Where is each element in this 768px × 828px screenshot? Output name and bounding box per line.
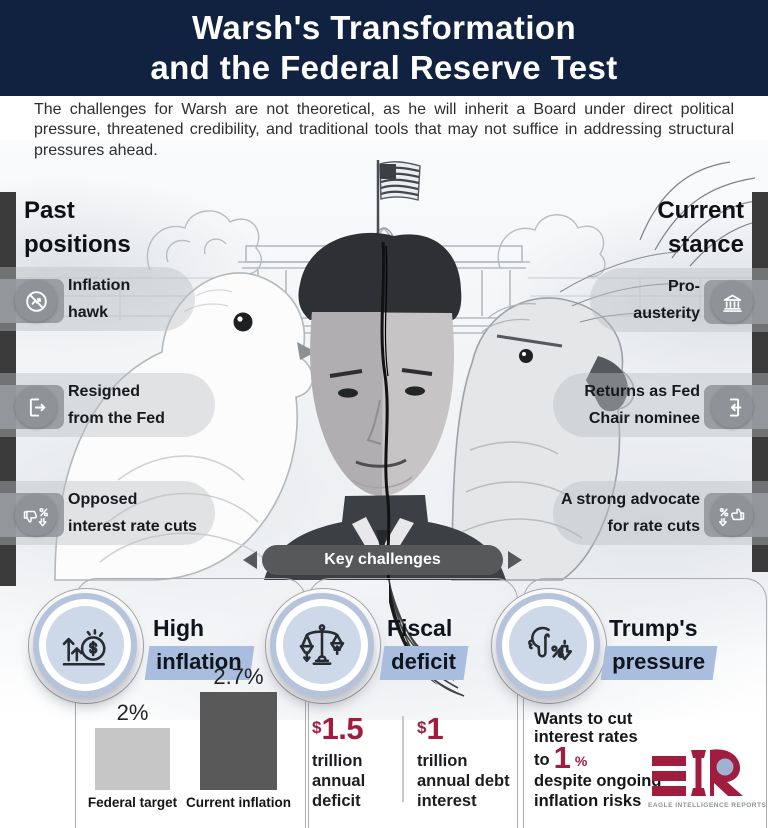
divider-left-arrow bbox=[243, 551, 257, 569]
challenge-title: High bbox=[153, 615, 205, 641]
pressure-text: inflation risks bbox=[534, 792, 642, 810]
stat-divider bbox=[402, 716, 404, 802]
hand-press-down-icon bbox=[509, 606, 587, 684]
intro-paragraph: The challenges for Warsh are not theoret… bbox=[34, 101, 734, 159]
pressure-card bbox=[523, 578, 767, 828]
exit-door-icon bbox=[15, 386, 57, 428]
imbalanced-scale-icon bbox=[283, 606, 361, 684]
fiscal-deficit-circle bbox=[270, 593, 374, 697]
past-item-label: Opposed interest rate cuts bbox=[68, 491, 197, 535]
bar-label-current-inflation: Current inflation bbox=[186, 795, 291, 810]
current-item-label: A strong advocate for rate cuts bbox=[561, 491, 700, 535]
bar-label-federal-target: Federal target bbox=[87, 795, 178, 810]
pressure-text: interest rates bbox=[534, 728, 638, 746]
past-item-label: Inflation hawk bbox=[68, 277, 131, 321]
bank-icon bbox=[711, 281, 753, 323]
dove-man-hawk-sketch bbox=[0, 160, 768, 697]
thumbs-down-percent-icon bbox=[15, 494, 57, 536]
logo-caption: EAGLE INTELLIGENCE REPORTS bbox=[648, 802, 767, 809]
deficit-amount: $ 1.5 bbox=[312, 711, 364, 746]
no-inflation-icon bbox=[15, 280, 57, 322]
eagle-intelligence-reports-logo: EAGLE INTELLIGENCE REPORTS bbox=[648, 748, 766, 812]
pressure-text: despite ongoing bbox=[534, 772, 662, 790]
bar-current-inflation bbox=[200, 692, 277, 790]
key-challenges-pill: Key challenges bbox=[262, 545, 503, 575]
header-banner: Warsh's Transformation and the Federal R… bbox=[0, 0, 768, 96]
deficit-caption: trillion bbox=[312, 752, 363, 770]
eir-monogram-icon bbox=[652, 749, 743, 796]
challenge-title-highlight: pressure bbox=[600, 646, 718, 680]
current-stance-heading: Current stance bbox=[657, 197, 744, 258]
past-positions-heading: Past positions bbox=[24, 197, 131, 258]
pressure-rate: to 1 % bbox=[534, 740, 588, 775]
deficit-card bbox=[308, 578, 518, 828]
pressure-text: Wants to cut bbox=[534, 710, 633, 728]
interest-caption: interest bbox=[417, 792, 477, 810]
current-item-label: Returns as Fed Chair nominee bbox=[584, 383, 700, 427]
deficit-caption: deficit bbox=[312, 792, 361, 810]
page-title-line1: Warsh's Transformation bbox=[192, 9, 576, 46]
high-inflation-circle bbox=[33, 593, 137, 697]
interest-caption: trillion bbox=[417, 752, 468, 770]
challenge-title-highlight: deficit bbox=[379, 646, 469, 680]
challenge-title: Fiscal bbox=[387, 615, 453, 641]
enter-door-icon bbox=[711, 386, 753, 428]
rising-inflation-icon bbox=[46, 606, 124, 684]
interest-amount: $ 1 bbox=[417, 711, 444, 746]
page-title-line2: and the Federal Reserve Test bbox=[150, 49, 618, 86]
challenge-title: Trump's bbox=[609, 615, 698, 641]
interest-caption: annual debt bbox=[417, 772, 510, 790]
past-item-label: Resigned from the Fed bbox=[68, 383, 165, 427]
deficit-caption: annual bbox=[312, 772, 366, 790]
bar-value-federal-target: 2% bbox=[116, 700, 149, 725]
current-item-label: Pro- austerity bbox=[633, 278, 700, 322]
divider-right-arrow bbox=[508, 551, 522, 569]
bar-federal-target bbox=[95, 728, 170, 790]
trump-pressure-circle bbox=[496, 593, 600, 697]
bar-value-current-inflation: 2.7% bbox=[213, 664, 264, 689]
percent-down-thumbs-up-icon bbox=[711, 494, 753, 536]
